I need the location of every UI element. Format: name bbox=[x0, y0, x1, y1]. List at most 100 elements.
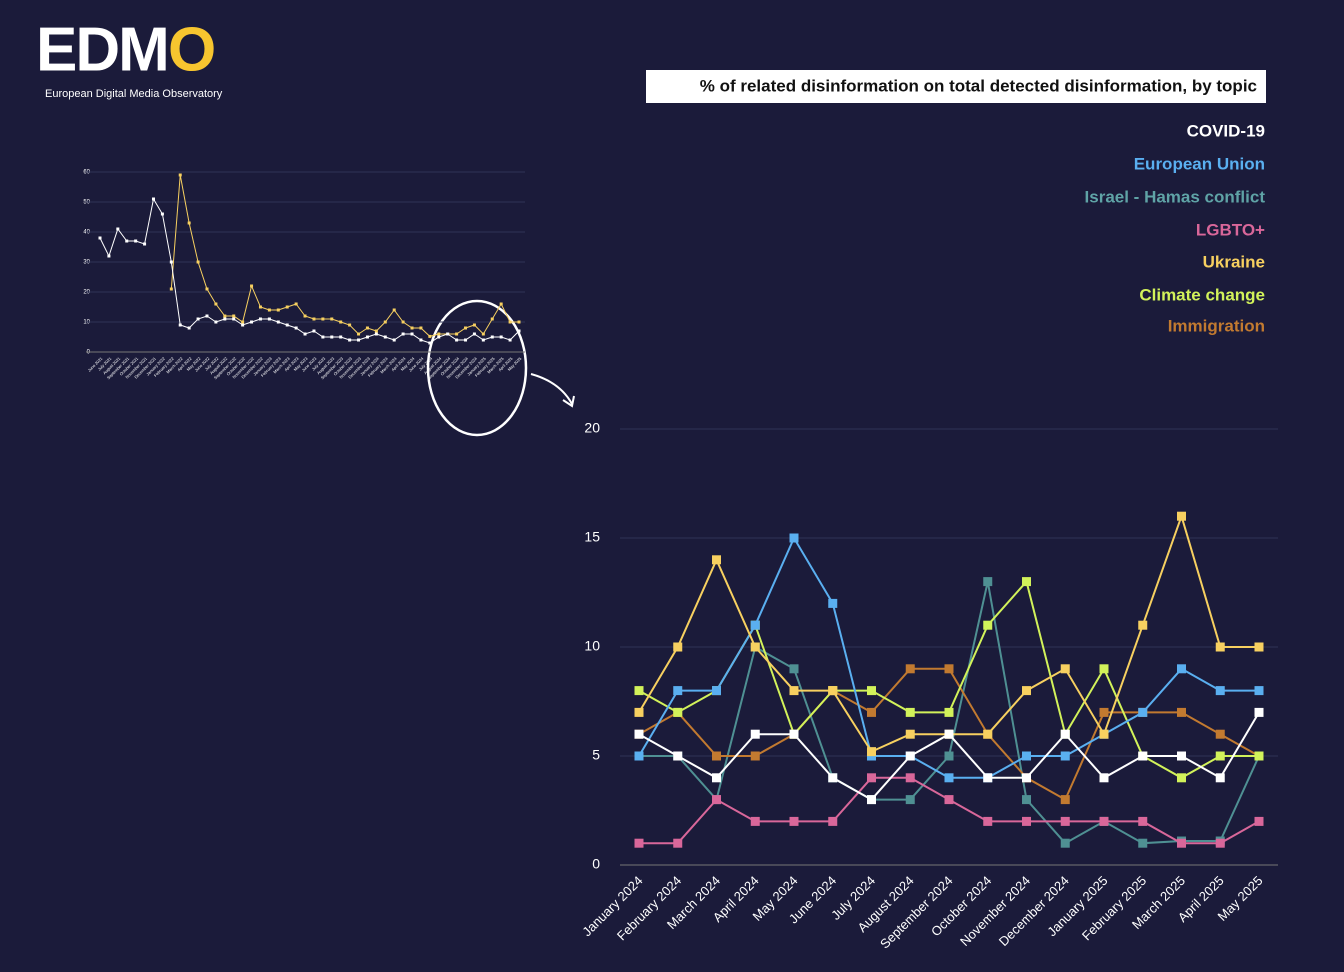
point bbox=[321, 317, 325, 321]
point bbox=[499, 302, 503, 306]
arrow bbox=[530, 373, 575, 408]
point bbox=[517, 329, 521, 333]
point bbox=[983, 773, 993, 783]
point bbox=[312, 329, 316, 333]
y-tick-label: 20 bbox=[83, 290, 90, 296]
point bbox=[673, 707, 683, 717]
point bbox=[828, 816, 838, 826]
point bbox=[673, 642, 683, 652]
point bbox=[392, 308, 396, 312]
point bbox=[187, 326, 191, 330]
point bbox=[250, 320, 254, 324]
point bbox=[1254, 707, 1264, 717]
point bbox=[1022, 795, 1031, 805]
point bbox=[116, 227, 120, 231]
point bbox=[634, 686, 644, 696]
point bbox=[330, 335, 334, 339]
point bbox=[232, 314, 236, 318]
point bbox=[223, 317, 227, 321]
logo-letters: EDM bbox=[36, 15, 168, 84]
point bbox=[750, 620, 760, 630]
point bbox=[267, 308, 271, 312]
point bbox=[472, 332, 476, 336]
y-tick-label: 5 bbox=[592, 747, 600, 763]
point bbox=[1022, 751, 1031, 761]
point bbox=[294, 302, 298, 306]
x-tick-label: November 2024 bbox=[957, 873, 1033, 949]
point bbox=[1215, 838, 1225, 848]
point bbox=[464, 326, 468, 330]
point bbox=[712, 751, 721, 761]
point bbox=[1138, 816, 1148, 826]
point bbox=[1060, 795, 1070, 805]
point bbox=[1138, 620, 1148, 630]
y-tick-label: 15 bbox=[584, 529, 600, 545]
point bbox=[944, 707, 954, 717]
point bbox=[673, 838, 683, 848]
point bbox=[401, 332, 405, 336]
point bbox=[294, 326, 298, 330]
point bbox=[276, 320, 280, 324]
point bbox=[437, 332, 441, 336]
point bbox=[1099, 773, 1109, 783]
point bbox=[983, 816, 993, 826]
point bbox=[508, 320, 512, 324]
point bbox=[673, 686, 683, 696]
point bbox=[365, 335, 369, 339]
point bbox=[241, 323, 245, 327]
point bbox=[160, 212, 164, 216]
chart-title: % of related disinformation on total det… bbox=[700, 76, 1257, 95]
point bbox=[1060, 664, 1070, 674]
point bbox=[187, 221, 191, 225]
point bbox=[1177, 773, 1186, 783]
point bbox=[634, 751, 644, 761]
point bbox=[983, 729, 993, 739]
y-tick-label: 50 bbox=[83, 200, 90, 206]
x-tick-label: December 2024 bbox=[996, 873, 1072, 949]
point bbox=[312, 317, 316, 321]
point bbox=[1138, 751, 1148, 761]
point bbox=[1254, 686, 1264, 696]
point bbox=[357, 338, 361, 342]
point bbox=[446, 332, 450, 336]
point bbox=[1177, 751, 1186, 761]
series-line bbox=[170, 174, 519, 337]
point bbox=[944, 664, 954, 674]
point bbox=[125, 239, 129, 243]
point bbox=[789, 664, 799, 674]
point bbox=[944, 751, 954, 761]
point bbox=[223, 314, 227, 318]
point bbox=[151, 197, 155, 201]
logo-subtitle: European Digital Media Observatory bbox=[45, 88, 223, 100]
point bbox=[828, 686, 838, 696]
point bbox=[1177, 664, 1186, 674]
point bbox=[383, 335, 387, 339]
point bbox=[789, 729, 799, 739]
point bbox=[250, 284, 254, 288]
point bbox=[374, 332, 378, 336]
y-tick-label: 30 bbox=[83, 260, 90, 266]
point bbox=[1099, 664, 1109, 674]
point bbox=[258, 305, 262, 309]
title-box bbox=[646, 70, 1266, 103]
point bbox=[867, 686, 876, 696]
point bbox=[455, 338, 459, 342]
point bbox=[178, 173, 182, 177]
point bbox=[374, 329, 378, 333]
point bbox=[1022, 773, 1031, 783]
point bbox=[285, 305, 289, 309]
point bbox=[339, 320, 343, 324]
point bbox=[750, 816, 760, 826]
legend-entry: Ukraine bbox=[1203, 252, 1265, 271]
point bbox=[481, 332, 485, 336]
point bbox=[1099, 729, 1109, 739]
point bbox=[348, 323, 352, 327]
point bbox=[481, 338, 485, 342]
point bbox=[392, 338, 396, 342]
point bbox=[410, 326, 414, 330]
point bbox=[1215, 751, 1225, 761]
point bbox=[205, 287, 209, 291]
point bbox=[944, 773, 954, 783]
legend-entry: LGBTO+ bbox=[1196, 220, 1265, 239]
